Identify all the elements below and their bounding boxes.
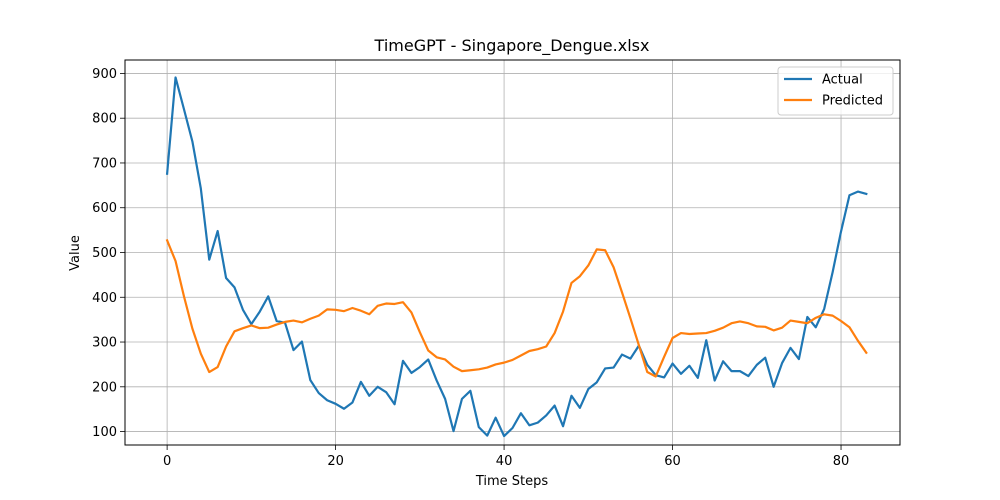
x-tick-label: 60: [664, 454, 681, 469]
y-tick-label: 200: [92, 380, 117, 395]
legend: Actual Predicted: [777, 66, 894, 116]
chart-title: TimeGPT - Singapore_Dengue.xlsx: [374, 36, 650, 56]
legend-label: Actual: [822, 73, 863, 88]
series-line-predicted: [165, 238, 868, 378]
y-tick-label: 800: [92, 112, 117, 127]
legend-label: Predicted: [822, 94, 883, 109]
y-axis-ticks: 100 200 300 400 500 600 700 800 900: [92, 67, 125, 440]
y-tick-label: 600: [92, 201, 117, 216]
y-tick-label: 100: [92, 425, 117, 440]
x-tick-label: 0: [163, 454, 171, 469]
y-axis-title: Value: [68, 235, 83, 271]
x-tick-label: 80: [833, 454, 850, 469]
y-tick-label: 500: [92, 246, 117, 261]
grid-lines: [125, 60, 900, 445]
y-tick-label: 300: [92, 336, 117, 351]
y-tick-label: 400: [92, 291, 117, 306]
y-tick-label: 700: [92, 156, 117, 171]
x-tick-label: 40: [496, 454, 513, 469]
x-axis-ticks: 0 20 40 60 80: [163, 445, 849, 469]
series-lines: [165, 76, 868, 438]
x-axis-title: Time Steps: [475, 474, 549, 489]
y-tick-label: 900: [92, 67, 117, 82]
x-tick-label: 20: [327, 454, 344, 469]
